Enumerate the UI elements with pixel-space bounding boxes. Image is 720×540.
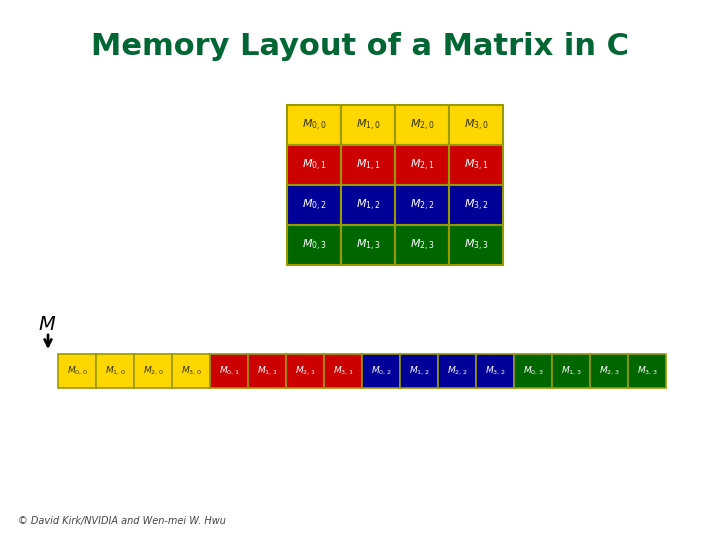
Text: $\mathit{M_{2,1}}$: $\mathit{M_{2,1}}$: [294, 365, 315, 377]
Bar: [395, 145, 449, 185]
Text: $\mathit{M_{1,1}}$: $\mathit{M_{1,1}}$: [356, 158, 380, 173]
Text: $\mathit{M_{0,1}}$: $\mathit{M_{0,1}}$: [302, 158, 326, 173]
Bar: [449, 225, 503, 265]
Text: $\mathit{M_{2,0}}$: $\mathit{M_{2,0}}$: [143, 365, 163, 377]
Text: $\mathit{M_{2,0}}$: $\mathit{M_{2,0}}$: [410, 117, 434, 132]
Text: $\mathit{M_{2,2}}$: $\mathit{M_{2,2}}$: [410, 198, 434, 213]
Bar: [324, 354, 362, 388]
Bar: [341, 185, 395, 225]
Text: $\mathit{M_{0,2}}$: $\mathit{M_{0,2}}$: [371, 365, 391, 377]
Bar: [628, 354, 666, 388]
Bar: [476, 354, 514, 388]
Text: $\mathit{M_{0,3}}$: $\mathit{M_{0,3}}$: [523, 365, 544, 377]
Bar: [287, 105, 341, 145]
Bar: [248, 354, 286, 388]
Text: $\mathit{M_{1,0}}$: $\mathit{M_{1,0}}$: [356, 117, 380, 132]
Bar: [134, 354, 172, 388]
Bar: [287, 225, 341, 265]
Text: $\mathit{M_{0,1}}$: $\mathit{M_{0,1}}$: [219, 365, 239, 377]
Text: $\mathit{M_{3,3}}$: $\mathit{M_{3,3}}$: [636, 365, 657, 377]
Bar: [400, 354, 438, 388]
Text: $\mathit{M_{0,3}}$: $\mathit{M_{0,3}}$: [302, 238, 326, 253]
Bar: [286, 354, 324, 388]
Bar: [514, 354, 552, 388]
Text: $\mathit{M_{1,2}}$: $\mathit{M_{1,2}}$: [409, 365, 429, 377]
Text: $\mathit{M_{3,0}}$: $\mathit{M_{3,0}}$: [181, 365, 202, 377]
Bar: [287, 145, 341, 185]
Text: $\mathit{M_{3,3}}$: $\mathit{M_{3,3}}$: [464, 238, 488, 253]
Text: $\mathit{M_{3,1}}$: $\mathit{M_{3,1}}$: [333, 365, 354, 377]
Text: $\mathit{M_{1,3}}$: $\mathit{M_{1,3}}$: [356, 238, 380, 253]
Text: $\mathit{M_{3,2}}$: $\mathit{M_{3,2}}$: [485, 365, 505, 377]
Text: $\mathit{M_{1,0}}$: $\mathit{M_{1,0}}$: [104, 365, 125, 377]
Text: $M$: $M$: [38, 315, 56, 334]
Bar: [287, 185, 341, 225]
Text: $\mathit{M_{3,1}}$: $\mathit{M_{3,1}}$: [464, 158, 488, 173]
Text: $\mathit{M_{2,3}}$: $\mathit{M_{2,3}}$: [410, 238, 434, 253]
Bar: [552, 354, 590, 388]
Bar: [341, 105, 395, 145]
Bar: [395, 185, 449, 225]
Bar: [362, 354, 400, 388]
Text: $\mathit{M_{2,2}}$: $\mathit{M_{2,2}}$: [447, 365, 467, 377]
Bar: [449, 185, 503, 225]
Bar: [96, 354, 134, 388]
Bar: [58, 354, 96, 388]
Bar: [438, 354, 476, 388]
Bar: [341, 145, 395, 185]
Bar: [590, 354, 628, 388]
Bar: [210, 354, 248, 388]
Bar: [395, 225, 449, 265]
Text: $\mathit{M_{2,3}}$: $\mathit{M_{2,3}}$: [599, 365, 619, 377]
Bar: [449, 145, 503, 185]
Bar: [341, 225, 395, 265]
Text: $\mathit{M_{0,2}}$: $\mathit{M_{0,2}}$: [302, 198, 326, 213]
Bar: [449, 105, 503, 145]
Text: Memory Layout of a Matrix in C: Memory Layout of a Matrix in C: [91, 32, 629, 61]
Text: $\mathit{M_{1,1}}$: $\mathit{M_{1,1}}$: [257, 365, 277, 377]
Text: $\mathit{M_{1,3}}$: $\mathit{M_{1,3}}$: [561, 365, 581, 377]
Text: $\mathit{M_{1,2}}$: $\mathit{M_{1,2}}$: [356, 198, 380, 213]
Text: $\mathit{M_{0,0}}$: $\mathit{M_{0,0}}$: [302, 117, 326, 132]
Text: $\mathit{M_{3,2}}$: $\mathit{M_{3,2}}$: [464, 198, 488, 213]
Bar: [395, 105, 449, 145]
Text: $\mathit{M_{0,0}}$: $\mathit{M_{0,0}}$: [67, 365, 87, 377]
Bar: [172, 354, 210, 388]
Text: $\mathit{M_{2,1}}$: $\mathit{M_{2,1}}$: [410, 158, 434, 173]
Text: © David Kirk/NVIDIA and Wen-mei W. Hwu: © David Kirk/NVIDIA and Wen-mei W. Hwu: [18, 516, 226, 526]
Text: $\mathit{M_{3,0}}$: $\mathit{M_{3,0}}$: [464, 117, 488, 132]
